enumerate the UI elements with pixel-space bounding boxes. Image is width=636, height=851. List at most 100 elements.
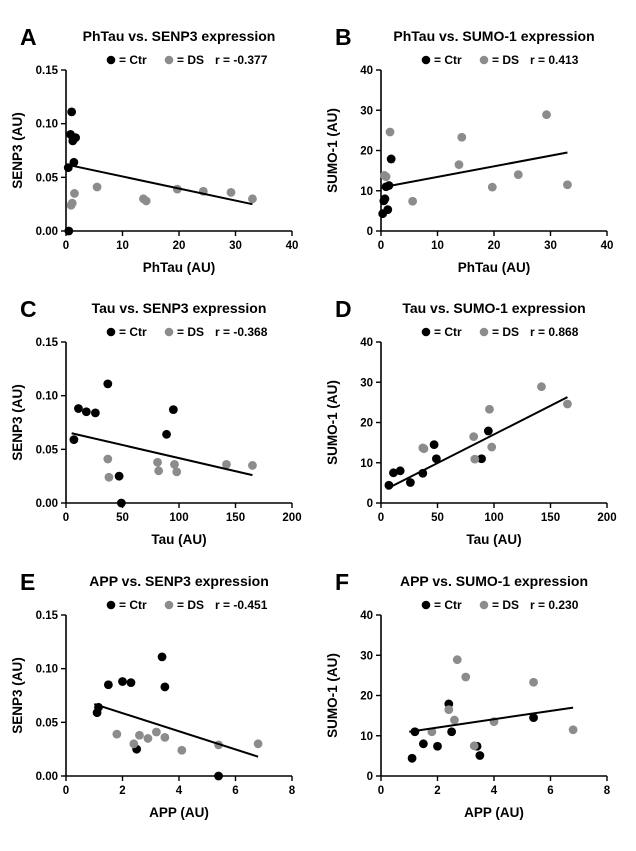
data-point-ds bbox=[70, 189, 79, 198]
y-tick-label: 40 bbox=[360, 337, 373, 349]
legend-ctr-marker bbox=[421, 55, 431, 65]
legend-ctr-marker bbox=[106, 600, 116, 610]
r-value-label: r = 0.413 bbox=[530, 53, 579, 67]
legend-ds-label: = DS bbox=[177, 598, 204, 612]
x-axis-label: Tau (AU) bbox=[466, 532, 521, 547]
x-tick-label: 4 bbox=[176, 785, 183, 797]
y-tick-label: 20 bbox=[360, 691, 373, 703]
data-point-ds bbox=[487, 182, 497, 192]
x-tick-label: 2 bbox=[434, 785, 440, 797]
legend-ds-label: = DS bbox=[492, 325, 519, 339]
data-point-ctr bbox=[67, 107, 77, 117]
data-point-ctr bbox=[69, 435, 79, 445]
x-tick-label: 30 bbox=[544, 240, 557, 252]
legend-ds-label: = DS bbox=[177, 53, 204, 67]
y-tick-label: 30 bbox=[360, 105, 373, 117]
x-tick-label: 50 bbox=[431, 512, 444, 524]
data-point-ctr bbox=[69, 157, 79, 167]
r-value-label: r = -0.368 bbox=[215, 325, 268, 339]
x-tick-label: 50 bbox=[116, 512, 129, 524]
y-tick-label: 0 bbox=[367, 498, 373, 510]
legend-ds-label: = DS bbox=[177, 325, 204, 339]
data-point-ds bbox=[129, 739, 139, 749]
data-point-ds bbox=[513, 170, 523, 180]
data-point-ds bbox=[542, 110, 551, 120]
y-tick-label: 0.10 bbox=[36, 664, 58, 676]
y-tick-label: 0.15 bbox=[36, 65, 59, 77]
data-point-ctr bbox=[214, 771, 223, 781]
x-tick-label: 20 bbox=[488, 240, 501, 252]
y-tick-label: 30 bbox=[360, 650, 373, 662]
x-tick-label: 4 bbox=[491, 785, 498, 797]
r-value-label: r = 0.230 bbox=[530, 598, 579, 612]
data-point-ctr bbox=[475, 751, 485, 760]
data-point-ctr bbox=[168, 405, 178, 415]
chart-title: APP vs. SENP3 expression bbox=[89, 573, 269, 589]
data-point-ctr bbox=[447, 727, 457, 737]
data-point-ds bbox=[141, 196, 151, 206]
data-point-ds bbox=[152, 727, 161, 737]
data-point-ctr bbox=[126, 678, 136, 688]
regression-line bbox=[386, 396, 568, 490]
data-point-ds bbox=[487, 442, 497, 452]
legend-ds-label: = DS bbox=[492, 53, 519, 67]
y-axis-label: SUMO-1 (AU) bbox=[325, 653, 340, 738]
chart-panel-b: B PhTau vs. SUMO-1 expression = Ctr = DS r =… bbox=[325, 24, 613, 275]
data-point-ctr bbox=[103, 680, 113, 690]
data-point-ds bbox=[154, 466, 164, 476]
x-tick-label: 100 bbox=[484, 512, 503, 524]
y-axis-label: SENP3 (AU) bbox=[10, 384, 25, 461]
x-axis-label: PhTau (AU) bbox=[143, 260, 216, 275]
chart-panel-e: E APP vs. SENP3 expression = Ctr = DS r = -0… bbox=[10, 569, 296, 820]
x-tick-label: 10 bbox=[431, 240, 444, 252]
data-point-ctr bbox=[71, 133, 81, 143]
data-point-ds bbox=[103, 454, 113, 464]
y-tick-label: 0.15 bbox=[36, 337, 59, 349]
data-point-ctr bbox=[477, 454, 486, 464]
y-tick-label: 0.00 bbox=[36, 226, 58, 238]
chart-title: PhTau vs. SENP3 expression bbox=[83, 28, 276, 44]
x-tick-label: 40 bbox=[601, 240, 614, 252]
chart-title: Tau vs. SENP3 expression bbox=[92, 300, 267, 316]
y-tick-label: 40 bbox=[360, 65, 373, 77]
legend-ctr-label: = Ctr bbox=[119, 53, 147, 67]
legend-ds-marker bbox=[479, 600, 489, 610]
r-value-label: r = -0.377 bbox=[215, 53, 268, 67]
x-tick-label: 20 bbox=[173, 240, 186, 252]
x-axis-label: APP (AU) bbox=[149, 805, 209, 820]
data-point-ctr bbox=[483, 426, 493, 436]
data-point-ctr bbox=[429, 440, 439, 450]
x-tick-label: 200 bbox=[282, 512, 301, 524]
panel-letter: B bbox=[335, 24, 352, 50]
data-point-ctr bbox=[157, 652, 167, 662]
legend-ctr-label: = Ctr bbox=[119, 325, 147, 339]
x-tick-label: 0 bbox=[63, 785, 69, 797]
x-tick-label: 8 bbox=[289, 785, 296, 797]
chart-panel-c: C Tau vs. SENP3 expression = Ctr = DS r = -0… bbox=[10, 296, 302, 547]
y-tick-label: 0.00 bbox=[36, 498, 58, 510]
legend-ds-marker bbox=[479, 327, 489, 337]
data-point-ctr bbox=[418, 739, 428, 749]
y-tick-label: 10 bbox=[360, 731, 373, 743]
data-point-ctr bbox=[103, 379, 113, 389]
legend-ds-marker bbox=[164, 327, 174, 337]
data-point-ds bbox=[253, 739, 263, 749]
data-point-ds bbox=[454, 160, 464, 169]
data-point-ctr bbox=[81, 407, 91, 417]
x-tick-label: 0 bbox=[378, 240, 384, 252]
panel-letter: D bbox=[335, 296, 352, 322]
data-point-ds bbox=[177, 745, 187, 755]
legend-ctr-label: = Ctr bbox=[119, 598, 147, 612]
x-tick-label: 0 bbox=[63, 512, 69, 524]
data-point-ds bbox=[470, 454, 480, 464]
chart-panel-f: F APP vs. SUMO-1 expression = Ctr = DS r = 0… bbox=[325, 569, 611, 820]
data-point-ds bbox=[104, 472, 114, 482]
data-point-ds bbox=[408, 196, 418, 206]
data-point-ds bbox=[135, 730, 144, 740]
regression-line bbox=[65, 163, 253, 206]
legend-ds-marker bbox=[164, 600, 174, 610]
y-tick-label: 0 bbox=[367, 771, 373, 783]
panel-letter: E bbox=[20, 569, 35, 595]
